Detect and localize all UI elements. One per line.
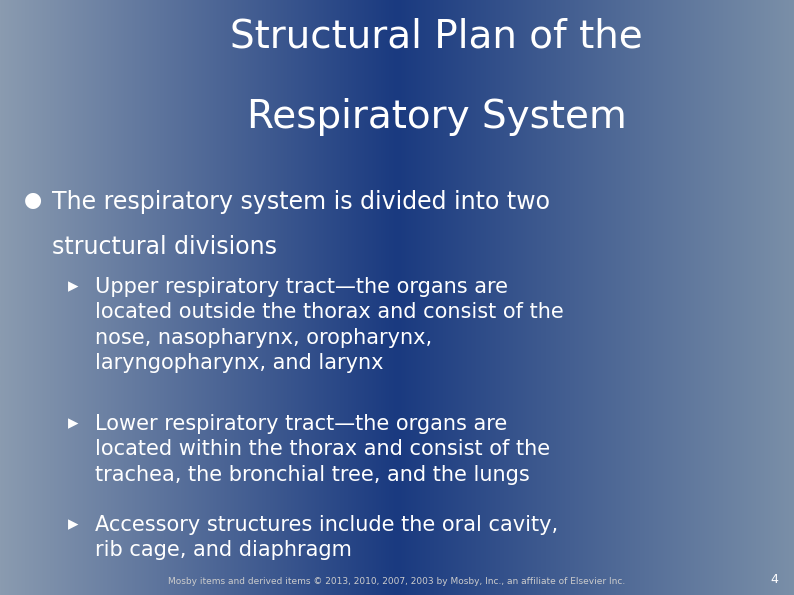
Text: The respiratory system is divided into two: The respiratory system is divided into t… <box>52 190 549 214</box>
Text: ●: ● <box>24 190 42 211</box>
Text: ▸: ▸ <box>67 515 78 535</box>
Text: Structural Plan of the: Structural Plan of the <box>230 18 643 56</box>
Text: Mosby items and derived items © 2013, 2010, 2007, 2003 by Mosby, Inc., an affili: Mosby items and derived items © 2013, 20… <box>168 577 626 586</box>
Text: 4: 4 <box>770 573 778 586</box>
Text: ▸: ▸ <box>67 277 78 297</box>
Text: Respiratory System: Respiratory System <box>247 98 626 136</box>
Text: Upper respiratory tract—the organs are
located outside the thorax and consist of: Upper respiratory tract—the organs are l… <box>95 277 564 374</box>
Text: ▸: ▸ <box>67 414 78 434</box>
Text: Lower respiratory tract—the organs are
located within the thorax and consist of : Lower respiratory tract—the organs are l… <box>95 414 550 485</box>
Text: Accessory structures include the oral cavity,
rib cage, and diaphragm: Accessory structures include the oral ca… <box>95 515 558 560</box>
Text: structural divisions: structural divisions <box>52 235 276 259</box>
